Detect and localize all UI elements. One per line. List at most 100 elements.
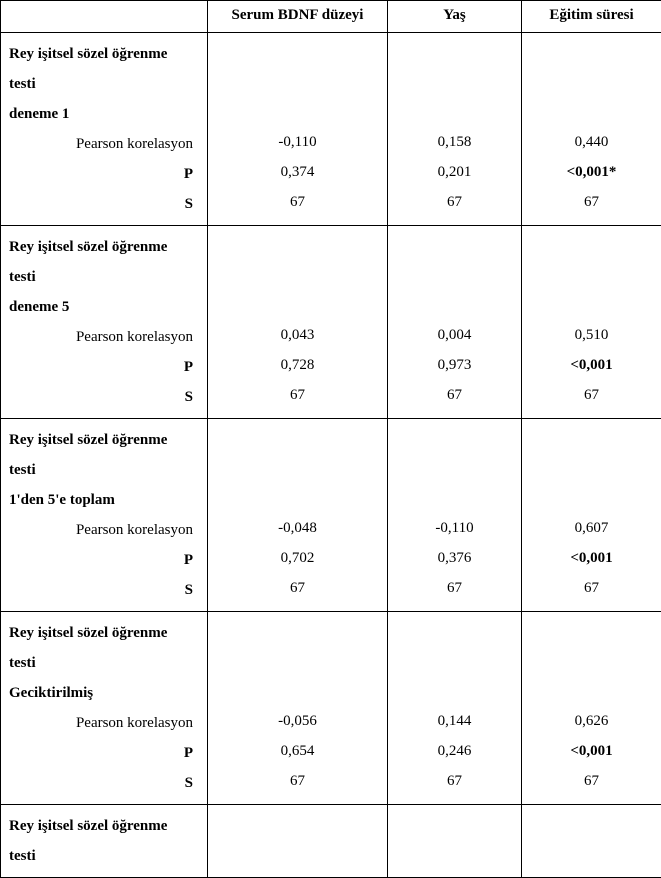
value-p: <0,001 [530, 736, 653, 766]
col-header-yas: Yaş [388, 1, 522, 33]
value-p: <0,001 [530, 350, 653, 380]
table-row: Rey işitsel sözel öğrenmetesti1'den 5'e … [1, 419, 661, 612]
value-stack: -0,0560,65467 [216, 618, 379, 796]
label-p: P [9, 738, 193, 768]
stat-labels: Pearson korelasyonPS [9, 129, 199, 219]
section-title-line: Rey işitsel sözel öğrenme [9, 232, 199, 262]
value-stack: 0,0430,72867 [216, 232, 379, 410]
value-cell-egit: 0,607<0,00167 [522, 419, 661, 612]
value-spacer [216, 425, 379, 513]
value-cell-yas: -0,1100,37667 [388, 419, 522, 612]
section-title-line: Rey işitsel sözel öğrenme [9, 39, 199, 69]
stat-labels: Pearson korelasyonPS [9, 515, 199, 605]
value-s: 67 [216, 187, 379, 217]
value-stack: 0,607<0,00167 [530, 425, 653, 603]
value-cell-egit [522, 805, 661, 878]
value-p: 0,376 [396, 543, 513, 573]
table-row: Rey işitsel sözel öğrenmetestideneme 5Pe… [1, 226, 661, 419]
value-stack: -0,1100,37667 [396, 425, 513, 603]
value-pearson: 0,510 [530, 320, 653, 350]
section-title-line: deneme 1 [9, 99, 199, 129]
value-stack: 0,440<0,001*67 [530, 39, 653, 217]
value-pearson: 0,607 [530, 513, 653, 543]
section-title-line: deneme 5 [9, 292, 199, 322]
value-s: 67 [530, 380, 653, 410]
value-stack: 0,510<0,00167 [530, 232, 653, 410]
value-stack: -0,1100,37467 [216, 39, 379, 217]
value-pearson: 0,158 [396, 127, 513, 157]
value-s: 67 [396, 380, 513, 410]
value-cell-egit: 0,510<0,00167 [522, 226, 661, 419]
value-s: 67 [396, 573, 513, 603]
section-title-line: testi [9, 69, 199, 99]
value-spacer [530, 425, 653, 513]
value-cell-yas [388, 805, 522, 878]
value-spacer [396, 618, 513, 706]
value-s: 67 [530, 573, 653, 603]
value-stack: 0,1580,20167 [396, 39, 513, 217]
section-title-line: testi [9, 262, 199, 292]
col-header-serum: Serum BDNF düzeyi [208, 1, 388, 33]
table-row-partial: Rey işitsel sözel öğrenmetesti [1, 805, 661, 878]
value-p: <0,001* [530, 157, 653, 187]
value-spacer [530, 618, 653, 706]
value-p: 0,702 [216, 543, 379, 573]
value-p: <0,001 [530, 543, 653, 573]
section-title-line: Rey işitsel sözel öğrenme [9, 425, 199, 455]
value-cell-serum: 0,0430,72867 [208, 226, 388, 419]
value-s: 67 [530, 766, 653, 796]
value-cell-serum: -0,0480,70267 [208, 419, 388, 612]
value-stack: 0,1440,24667 [396, 618, 513, 796]
label-s: S [9, 382, 193, 412]
label-pearson: Pearson korelasyon [9, 708, 193, 738]
row-label: Rey işitsel sözel öğrenmetestiGeciktiril… [1, 612, 208, 805]
value-pearson: -0,110 [396, 513, 513, 543]
value-s: 67 [216, 766, 379, 796]
row-label: Rey işitsel sözel öğrenmetestideneme 1Pe… [1, 33, 208, 226]
label-s: S [9, 575, 193, 605]
stat-labels: Pearson korelasyonPS [9, 708, 199, 798]
value-cell-serum [208, 805, 388, 878]
value-pearson: 0,440 [530, 127, 653, 157]
value-spacer [530, 232, 653, 320]
label-pearson: Pearson korelasyon [9, 515, 193, 545]
label-p: P [9, 545, 193, 575]
section-title-line: Rey işitsel sözel öğrenme [9, 811, 199, 841]
value-s: 67 [530, 187, 653, 217]
value-s: 67 [216, 380, 379, 410]
stat-labels: Pearson korelasyonPS [9, 322, 199, 412]
value-p: 0,654 [216, 736, 379, 766]
section-title-line: Geciktirilmiş [9, 678, 199, 708]
value-pearson: -0,048 [216, 513, 379, 543]
value-p: 0,374 [216, 157, 379, 187]
value-stack: 0,0040,97367 [396, 232, 513, 410]
value-s: 67 [216, 573, 379, 603]
value-cell-yas: 0,0040,97367 [388, 226, 522, 419]
value-pearson: 0,626 [530, 706, 653, 736]
row-label: Rey işitsel sözel öğrenmetesti1'den 5'e … [1, 419, 208, 612]
value-spacer [396, 232, 513, 320]
value-spacer [396, 39, 513, 127]
label-pearson: Pearson korelasyon [9, 322, 193, 352]
value-spacer [530, 39, 653, 127]
value-p: 0,728 [216, 350, 379, 380]
col-header-egitim: Eğitim süresi [522, 1, 661, 33]
label-s: S [9, 768, 193, 798]
value-p: 0,246 [396, 736, 513, 766]
section-title-line: testi [9, 455, 199, 485]
label-pearson: Pearson korelasyon [9, 129, 193, 159]
value-spacer [216, 618, 379, 706]
value-s: 67 [396, 766, 513, 796]
section-title-line: testi [9, 648, 199, 678]
row-label: Rey işitsel sözel öğrenmetestideneme 5Pe… [1, 226, 208, 419]
value-pearson: -0,056 [216, 706, 379, 736]
section-title-line: 1'den 5'e toplam [9, 485, 199, 515]
table-header-row: Serum BDNF düzeyiYaşEğitim süresi [1, 1, 661, 33]
value-pearson: 0,043 [216, 320, 379, 350]
value-cell-serum: -0,1100,37467 [208, 33, 388, 226]
col-header-empty [1, 1, 208, 33]
value-cell-serum: -0,0560,65467 [208, 612, 388, 805]
value-pearson: 0,144 [396, 706, 513, 736]
value-cell-egit: 0,626<0,00167 [522, 612, 661, 805]
correlation-table: Serum BDNF düzeyiYaşEğitim süresiRey işi… [0, 0, 661, 878]
